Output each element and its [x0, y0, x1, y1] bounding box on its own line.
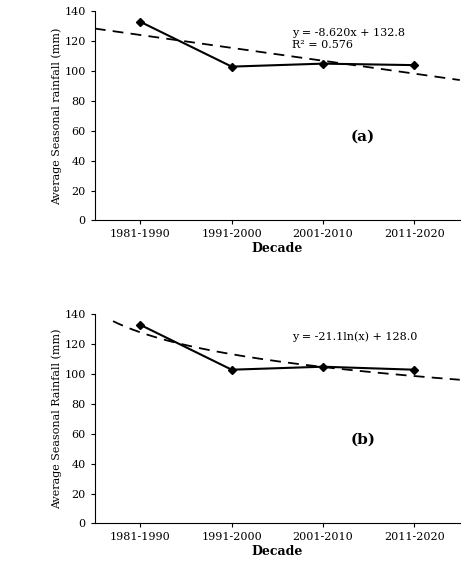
Y-axis label: Average Seasonal Rainfall (mm): Average Seasonal Rainfall (mm) — [51, 329, 62, 509]
X-axis label: Decade: Decade — [252, 241, 303, 254]
Text: (b): (b) — [350, 433, 375, 447]
Text: y = -8.620x + 132.8
R² = 0.576: y = -8.620x + 132.8 R² = 0.576 — [292, 28, 405, 50]
Y-axis label: Average Seasonal rainfall (mm): Average Seasonal rainfall (mm) — [51, 27, 62, 205]
X-axis label: Decade: Decade — [252, 545, 303, 558]
Text: (a): (a) — [350, 130, 374, 144]
Text: y = -21.1ln(x) + 128.0: y = -21.1ln(x) + 128.0 — [292, 331, 417, 342]
